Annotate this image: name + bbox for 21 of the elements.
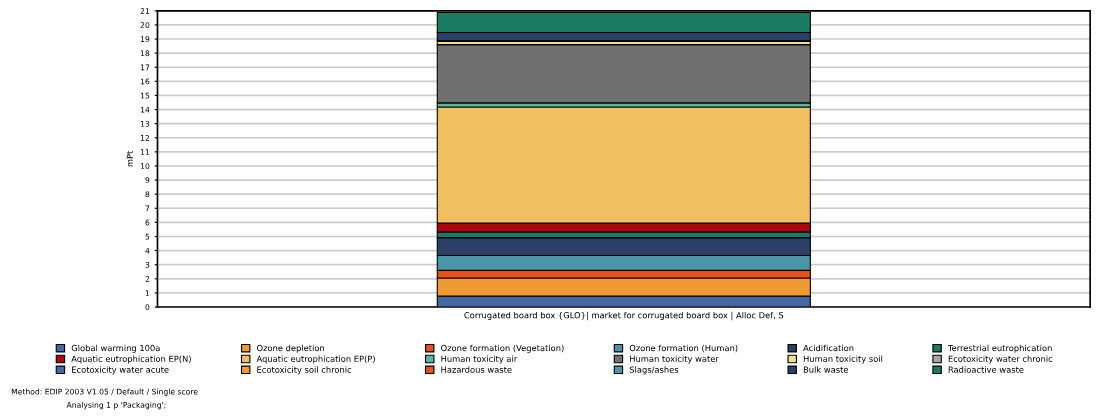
legend-label: Ecotoxicity water chronic xyxy=(948,355,1053,364)
legend-label: Terrestrial eutrophication xyxy=(947,344,1052,353)
legend-label: Radioactive waste xyxy=(948,366,1024,373)
y-axis-title: mPt xyxy=(126,150,133,167)
legend-label: Ozone formation (Vegetation) xyxy=(441,344,564,353)
legend-label: Global warming 100a xyxy=(71,344,160,353)
legend-label: Aquatic eutrophication EP(P) xyxy=(256,355,375,364)
legend-label: Acidification xyxy=(803,344,854,352)
legend-label: Ecotoxicity soil chronic xyxy=(257,366,352,375)
legend-label: Human toxicity soil xyxy=(803,355,883,364)
legend-label: Human toxicity water xyxy=(630,355,719,364)
legend-label: Ozone depletion xyxy=(257,344,325,353)
legend-label: Human toxicity air xyxy=(441,355,518,364)
legend-label: Ozone formation (Human) xyxy=(629,344,738,353)
legend-label: Bulk waste xyxy=(803,366,849,373)
legend-label: Aquatic eutrophication EP(N) xyxy=(71,355,191,364)
legend-label: Ecotoxicity water acute xyxy=(72,366,169,375)
legend-label: Slags/ashes xyxy=(629,366,679,375)
x-tick-label: Corrugated board box {GLO}| market for corrugated board box | Alloc Def, S xyxy=(464,311,784,321)
bar xyxy=(436,44,811,104)
legend-label: Hazardous waste xyxy=(441,366,512,373)
